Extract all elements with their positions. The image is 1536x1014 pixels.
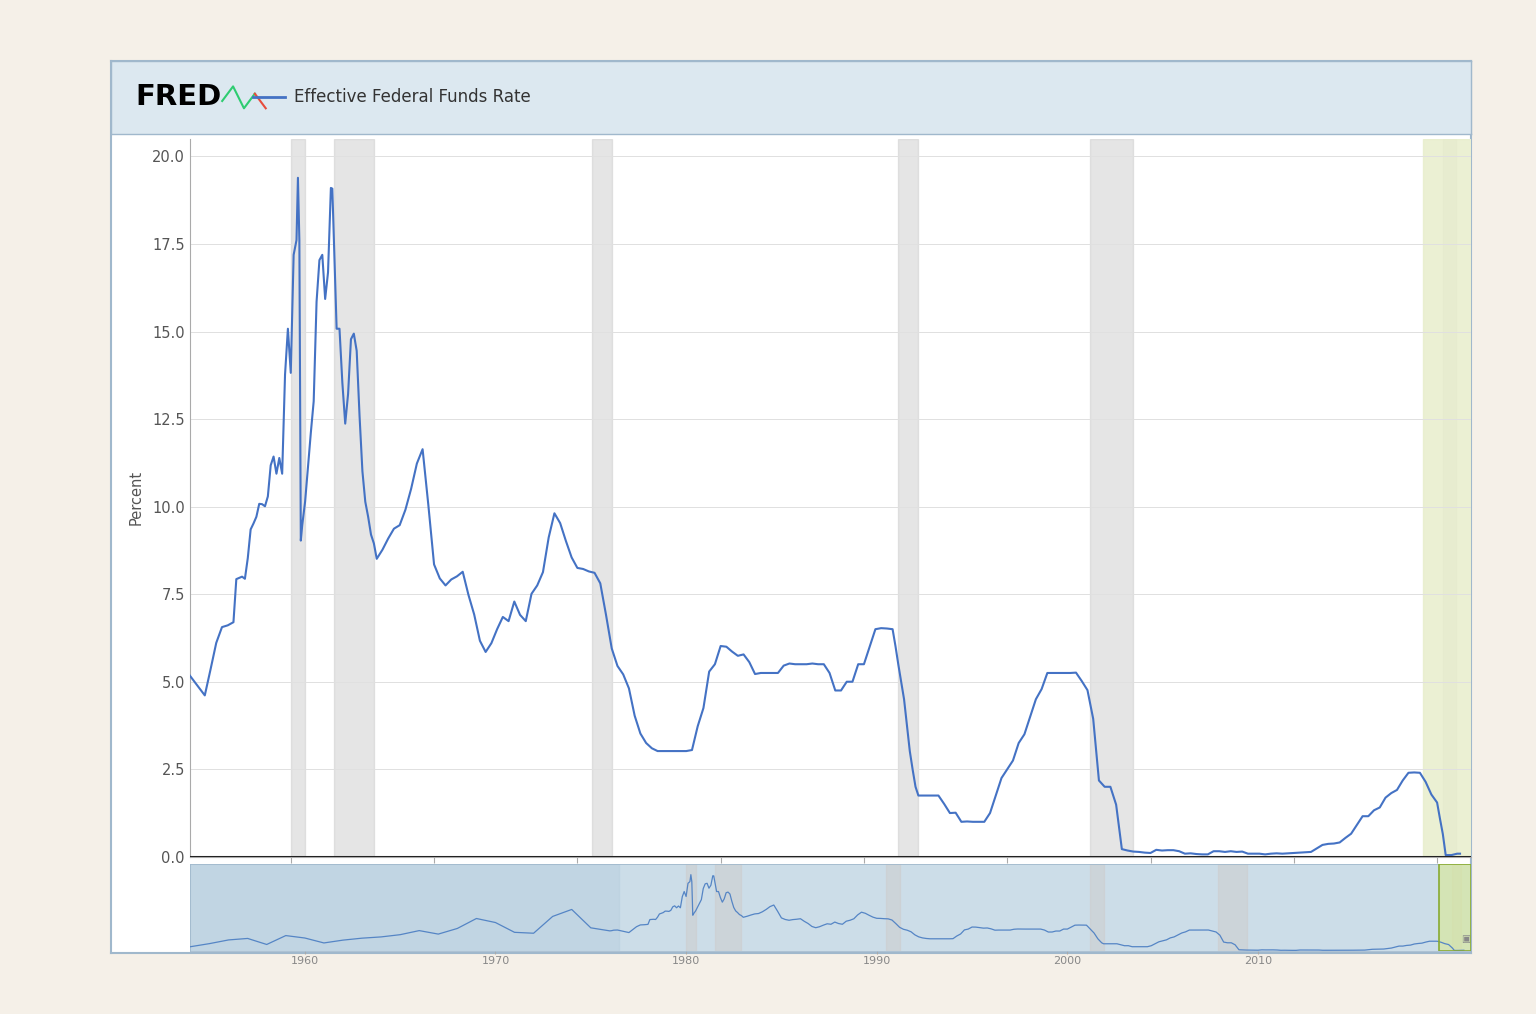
Text: FRED: FRED [135, 83, 221, 112]
Bar [714, 864, 742, 951]
Bar [591, 139, 611, 857]
Bar [1091, 139, 1134, 857]
Y-axis label: Percent: Percent [129, 470, 144, 525]
Bar [1453, 864, 1461, 951]
Bar [886, 864, 900, 951]
Bar [1091, 864, 1103, 951]
Text: Effective Federal Funds Rate: Effective Federal Funds Rate [295, 88, 531, 106]
Bar [1422, 139, 1471, 857]
Bar [687, 864, 696, 951]
Bar [190, 864, 619, 951]
Bar [1218, 864, 1247, 951]
Bar [1439, 864, 1471, 951]
Bar [290, 139, 306, 857]
Bar [333, 139, 373, 857]
Bar [1439, 864, 1471, 951]
Bar [1442, 139, 1456, 857]
Text: ▣: ▣ [1461, 934, 1470, 944]
Bar [899, 139, 919, 857]
